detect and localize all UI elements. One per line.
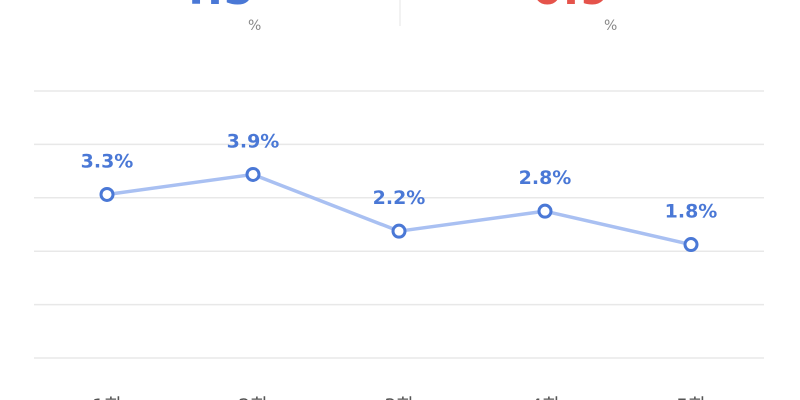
value-label: 3.9% [227, 130, 280, 152]
x-tick-label: 3회 [384, 395, 414, 400]
point [99, 186, 115, 202]
point [391, 223, 407, 239]
stat-value: 4.5 [176, 0, 254, 15]
point [683, 237, 699, 253]
point [537, 203, 553, 219]
stat-unit: % [604, 18, 617, 34]
x-tick-label: 2회 [238, 395, 268, 400]
x-tick-label: 5회 [676, 395, 706, 400]
x-tick-label: 4회 [530, 395, 560, 400]
stat-value: 0.9 [532, 0, 610, 15]
value-label: 1.8% [665, 201, 718, 223]
stat-unit: % [248, 18, 261, 34]
value-label: 2.8% [519, 167, 572, 189]
value-label: 2.2% [373, 187, 426, 209]
point [245, 166, 261, 182]
value-label: 3.3% [81, 150, 134, 172]
x-tick-label: 1회 [92, 395, 122, 400]
